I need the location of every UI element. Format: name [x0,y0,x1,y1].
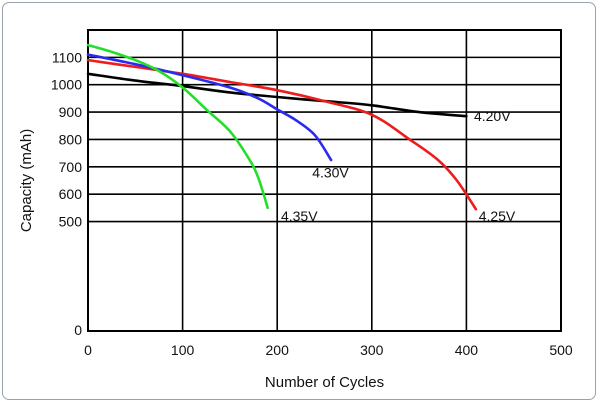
plot-area [87,29,562,332]
series-label-4.30V: 4.30V [312,164,349,180]
y-axis-label: Capacity (mAh) [18,129,35,232]
x-axis-label: Number of Cycles [265,374,384,391]
y-tick-label: 1100 [52,49,82,65]
y-tick-label: 800 [59,131,83,147]
series-label-4.35V: 4.35V [281,208,318,224]
x-tick-label: 100 [171,342,195,358]
x-tick-label: 0 [84,342,92,358]
y-tick-label: 600 [59,186,83,202]
y-tick-label: 700 [59,159,83,175]
y-tick-label: 500 [59,214,83,230]
x-tick-label: 500 [549,342,573,358]
series-label-4.25V: 4.25V [479,208,516,224]
x-tick-label: 300 [360,342,384,358]
x-tick-label: 200 [266,342,290,358]
y-tick-label: 0 [74,322,82,338]
y-tick-label: 900 [59,104,83,120]
series-line-4.35V [86,43,269,210]
y-tick-label: 1000 [51,77,82,93]
series-line-4.20V [86,72,468,118]
series-label-4.20V: 4.20V [474,108,511,124]
x-tick-label: 400 [455,342,479,358]
